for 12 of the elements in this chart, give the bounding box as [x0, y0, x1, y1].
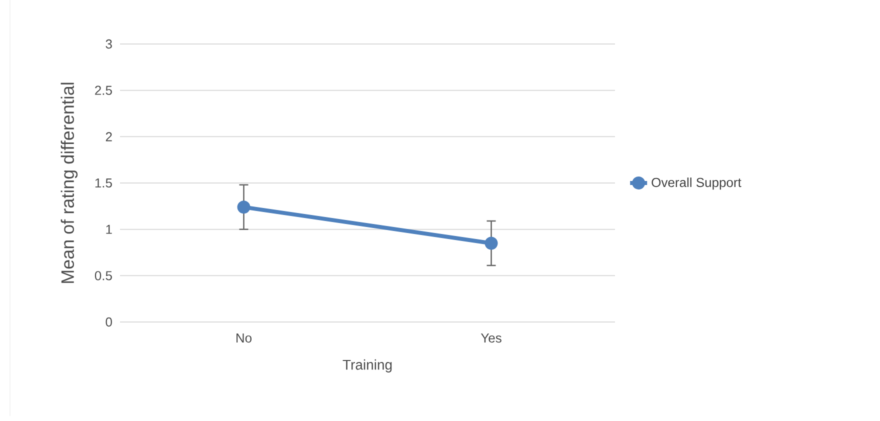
- y-tick-label: 2: [106, 132, 112, 142]
- x-tick-label: No: [236, 334, 252, 343]
- y-tick-label: 2.5: [95, 86, 112, 95]
- legend-label: Overall Support: [652, 178, 742, 190]
- y-tick-label: 0: [106, 317, 112, 327]
- x-axis-title: Training: [342, 359, 392, 372]
- y-tick-label: 1.5: [95, 178, 112, 188]
- y-tick-label: 0.5: [94, 271, 112, 280]
- y-tick-label: 3: [106, 39, 112, 49]
- y-axis-title: Mean of rating differential: [60, 82, 78, 283]
- y-tick-label: 1: [106, 224, 112, 234]
- x-tick-label: Yes: [480, 334, 502, 343]
